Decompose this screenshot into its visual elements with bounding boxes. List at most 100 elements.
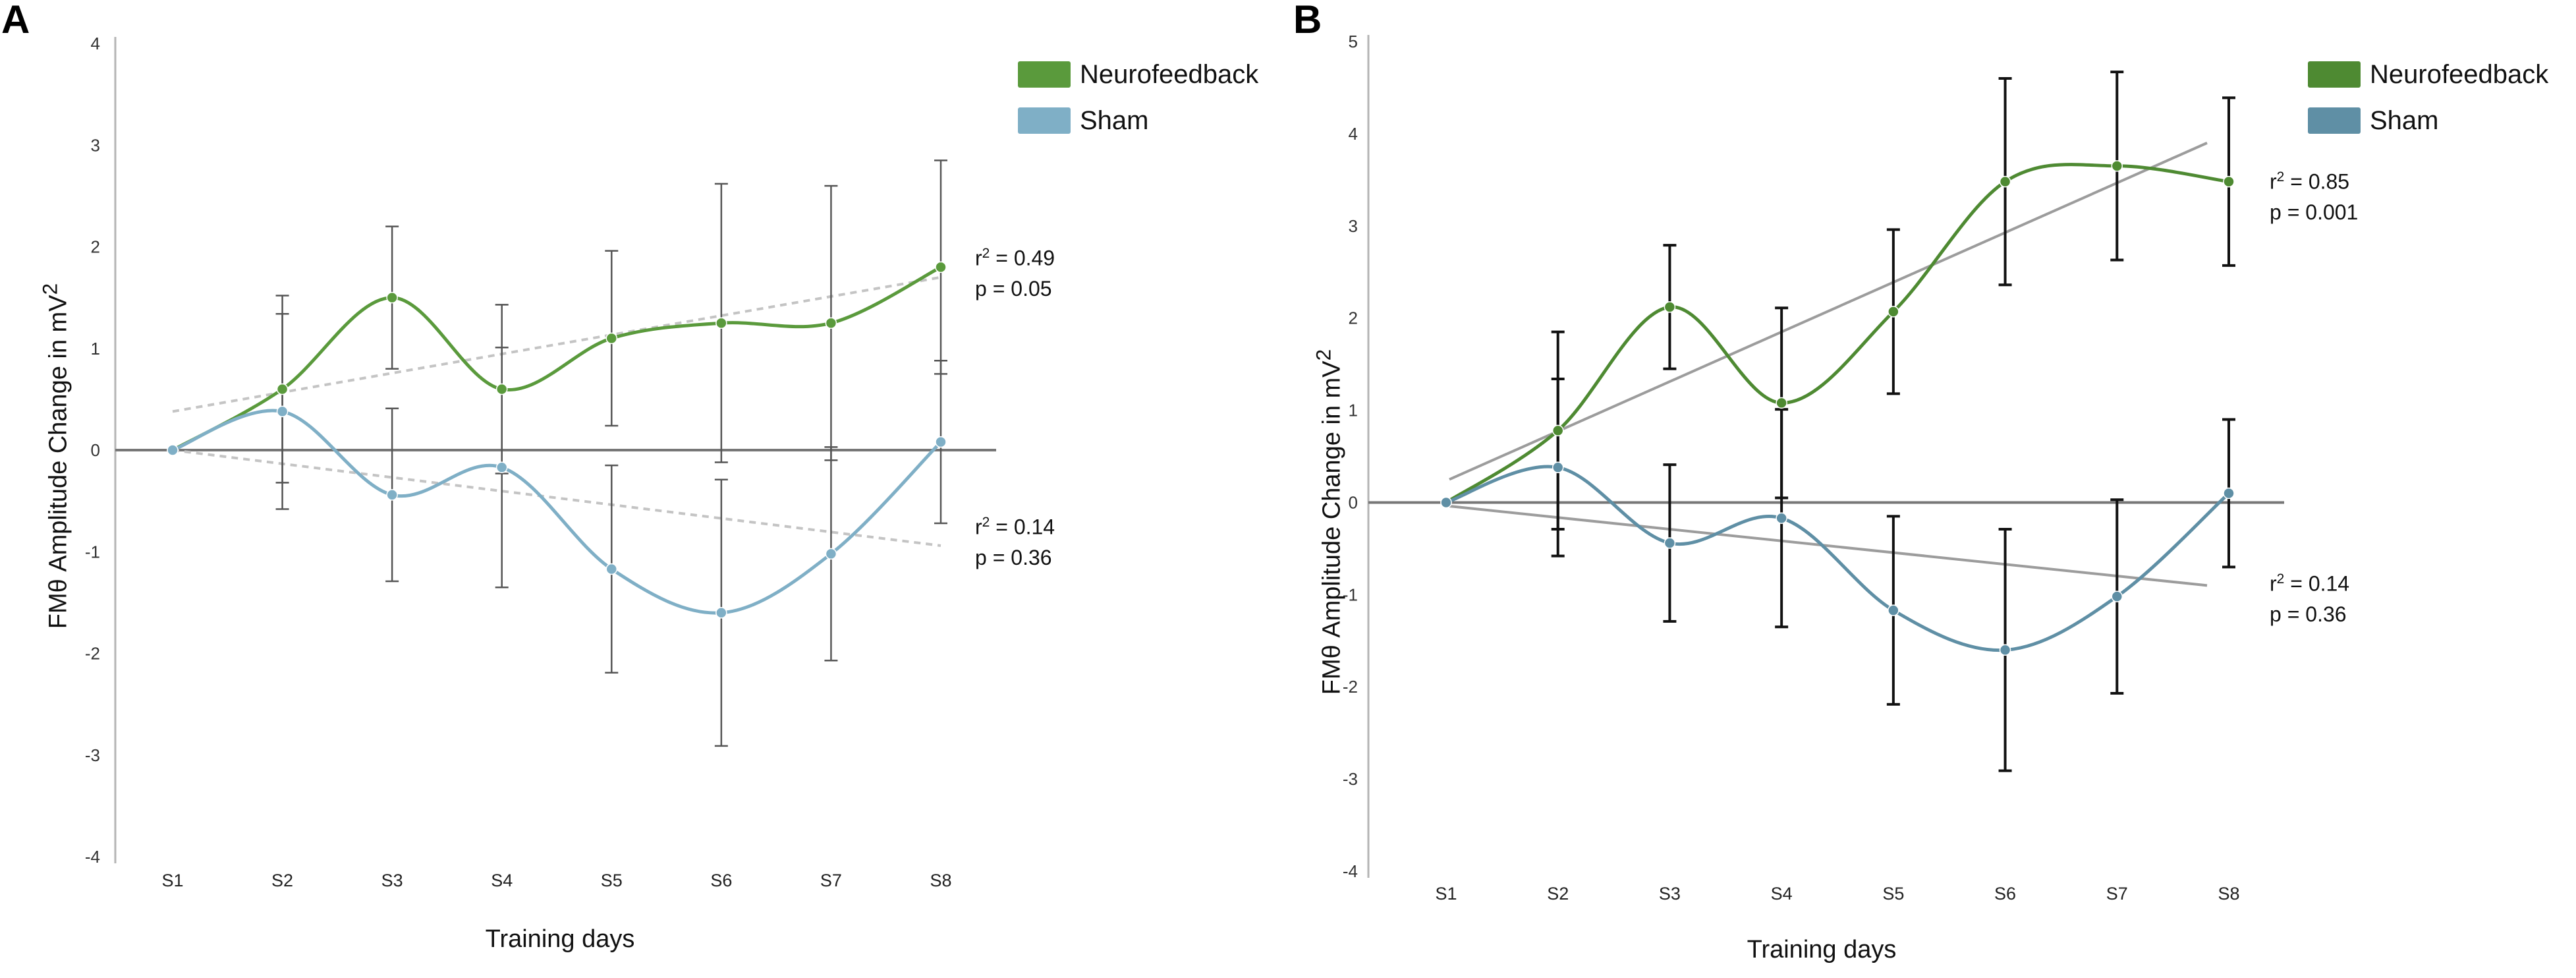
x-axis-label: Training days [1747,936,1897,964]
legend-label: Neurofeedback [1080,59,1259,89]
data-point [1888,604,1899,616]
data-point [1552,461,1564,474]
chart-panel-a: A 4 3 2 1 0 -1 -2 -3 -4 S1 S2 S3 S4 S5 S6 S7 S8 FMθ Ampl… [1,0,1258,953]
y-tick-label: 2 [91,237,100,257]
y-tick-label: 5 [1349,32,1358,51]
data-point [825,548,837,560]
y-tick-label: -1 [85,542,100,561]
x-axis-label: Training days [485,925,635,953]
chart-panel-b: B 5 4 3 2 1 0 -1 -2 -3 -4 S1 S2 S3 S4 S5 S6 S7 S8 FMθ Amp… [1288,0,2576,978]
data-point [1664,537,1676,549]
y-tick-label: -2 [1343,677,1358,697]
y-tick-label: -1 [1343,585,1358,604]
panel-letter: B [1293,0,1322,42]
data-point [1888,306,1899,318]
y-tick-label: 4 [91,34,100,53]
data-point [276,383,289,395]
x-tick-label: S7 [2106,884,2128,904]
y-tick-label: 1 [1349,401,1358,420]
x-tick-label: S5 [1882,884,1904,904]
x-tick-label: S8 [2218,884,2239,904]
data-point [2111,160,2123,172]
legend-label: Sham [2370,105,2439,135]
data-point [605,563,618,575]
y-tick-label: -4 [1343,861,1358,881]
p-value-text: p = 0.36 [2270,602,2347,626]
legend-item-sham: Sham [1018,98,1258,144]
x-tick-label: S7 [820,871,842,890]
legend-swatch-icon [2308,107,2361,134]
r-squared-text: r2 = 0.14 [975,515,1055,539]
data-point [386,489,398,501]
legend-swatch-icon [2308,61,2361,88]
y-tick-label: 4 [1349,124,1358,144]
x-tick-label: S2 [271,871,293,890]
data-point [495,383,508,395]
x-tick-label: S4 [491,871,513,890]
data-point [1664,301,1676,313]
y-tick-label: -4 [85,847,100,867]
data-point [1999,644,2011,656]
series-line-neurofeedback [171,266,942,452]
data-point [605,332,618,345]
legend-label: Sham [1080,105,1149,135]
data-point [825,317,837,329]
legend: Neurofeedback Sham [2308,51,2548,144]
neurofeedback-stats: r2 = 0.85 p = 0.001 [2270,162,2358,227]
legend-swatch-icon [1018,107,1071,134]
x-tick-label: S1 [1435,884,1457,904]
x-tick-label: S2 [1547,884,1569,904]
legend-swatch-icon [1018,61,1071,88]
chart-plot-area: 4 3 2 1 0 -1 -2 -3 -4 S1 S2 S3 S4 S5 S6 S7 S8 [85,34,996,890]
trend-line [1449,142,2208,481]
data-point [2111,590,2123,602]
panel-letter: A [1,0,30,42]
sham-stats: r2 = 0.14 p = 0.36 [975,507,1055,573]
x-tick-label: S3 [381,871,403,890]
y-tick-label: 0 [91,440,100,460]
p-value-text: p = 0.001 [2270,200,2359,224]
data-point [715,607,727,619]
series-line-sham [1445,465,2230,652]
x-tick-label: S1 [161,871,183,890]
data-point [1440,496,1452,509]
sham-stats: r2 = 0.14 p = 0.36 [2270,564,2349,629]
series-line-sham [172,409,942,615]
neurofeedback-stats: r2 = 0.49 p = 0.05 [975,239,1055,304]
y-tick-label: 3 [1349,216,1358,236]
data-point [715,317,727,329]
data-point [495,461,508,473]
x-tick-label: S6 [1994,884,2016,904]
data-point [2223,487,2235,500]
trend-line [172,275,941,413]
p-value-text: p = 0.36 [975,545,1052,569]
legend-item-neurofeedback: Neurofeedback [2308,51,2548,98]
p-value-text: p = 0.05 [975,276,1052,301]
y-tick-label: 1 [91,339,100,359]
trend-line [1449,505,2208,587]
y-tick-label: -2 [85,644,100,664]
data-point [276,405,289,418]
data-point [386,291,398,304]
data-point [1552,424,1564,437]
x-tick-label: S4 [1771,884,1793,904]
r-squared-text: r2 = 0.85 [2270,169,2350,194]
y-tick-label: -3 [85,745,100,765]
y-axis-label: FMθ Amplitude Change in mV2 [38,283,72,629]
x-tick-label: S5 [601,871,623,890]
data-point [1776,397,1787,409]
x-tick-label: S8 [930,871,951,890]
data-point [1999,175,2011,188]
y-axis-label: FMθ Amplitude Change in mV2 [1311,349,1346,695]
y-tick-label: -3 [1343,769,1358,789]
data-point [935,436,947,448]
legend-item-sham: Sham [2308,98,2548,144]
r-squared-text: r2 = 0.14 [2270,571,2350,596]
data-point [167,444,179,456]
r-squared-text: r2 = 0.49 [975,246,1055,270]
legend: Neurofeedback Sham [1018,51,1258,144]
y-tick-label: 3 [91,135,100,155]
y-tick-label: 2 [1349,308,1358,328]
x-tick-label: S3 [1659,884,1681,904]
data-point [1776,512,1787,524]
